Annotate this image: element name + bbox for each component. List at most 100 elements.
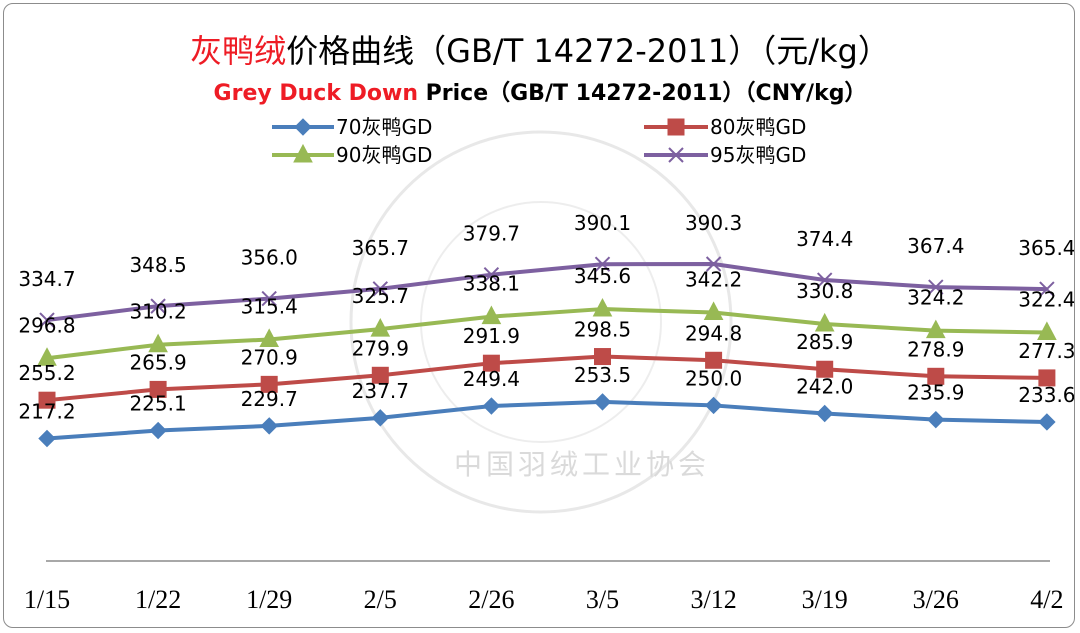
chart-title: 灰鸭绒价格曲线（GB/T 14272-2011）（元/kg） — [190, 32, 890, 70]
legend: 70灰鸭GD 80灰鸭GD 90灰鸭GD 95灰鸭GD — [272, 115, 806, 167]
legend-marker-80gd — [667, 118, 685, 136]
data-point-95gd-3 — [372, 281, 389, 297]
series-line-90gd — [46, 307, 1047, 361]
data-label-80gd-9: 277.3 — [1018, 339, 1075, 363]
series-line-80gd — [46, 354, 1047, 403]
data-label-90gd-9: 322.4 — [1018, 287, 1075, 311]
x-tick-label: 2/26 — [468, 585, 514, 614]
chart-subtitle: Grey Duck Down Price（GB/T 14272-2011）（CN… — [214, 81, 867, 106]
data-point-90gd-0 — [37, 347, 57, 366]
data-point-70gd-9 — [1038, 413, 1056, 431]
data-point-90gd-6 — [703, 301, 724, 320]
data-point-70gd-5 — [593, 393, 612, 411]
data-label-80gd-0: 255.2 — [18, 361, 75, 385]
watermark-bottom-text: 中国羽绒工业协会 — [454, 448, 710, 481]
data-point-95gd-6 — [705, 256, 722, 272]
x-tick-label: 3/26 — [913, 585, 959, 614]
x-tick-label: 3/12 — [690, 585, 736, 614]
data-label-95gd-0: 334.7 — [18, 267, 75, 291]
data-point-70gd-4 — [482, 397, 501, 415]
watermark-seal: 中国羽绒工业协会 — [349, 130, 733, 514]
data-label-90gd-3: 325.7 — [352, 284, 409, 308]
data-point-80gd-0 — [38, 391, 56, 409]
data-label-95gd-9: 365.4 — [1018, 236, 1075, 260]
x-tick-label: 1/22 — [135, 585, 181, 614]
series-line-95gd — [46, 262, 1047, 323]
data-label-90gd-6: 342.2 — [685, 267, 742, 291]
data-label-70gd-5: 253.5 — [574, 363, 631, 387]
data-point-95gd-9 — [1039, 281, 1055, 297]
data-point-95gd-1 — [150, 298, 166, 314]
data-label-90gd-4: 338.1 — [463, 272, 520, 296]
data-point-70gd-0 — [38, 429, 56, 448]
data-point-95gd-0 — [39, 312, 55, 328]
data-label-80gd-5: 298.5 — [574, 318, 631, 342]
legend-label-90gd: 90灰鸭GD — [336, 143, 432, 167]
data-label-70gd-8: 235.9 — [907, 381, 964, 405]
x-tick-label: 4/2 — [1030, 585, 1063, 614]
data-label-95gd-1: 348.5 — [129, 253, 186, 277]
data-point-90gd-5 — [592, 297, 613, 317]
legend-item-95gd: 95灰鸭GD — [644, 143, 806, 167]
data-label-90gd-7: 330.8 — [796, 279, 853, 303]
data-point-80gd-5 — [594, 348, 611, 366]
data-point-95gd-4 — [483, 266, 500, 283]
data-label-70gd-1: 225.1 — [129, 392, 186, 416]
data-point-95gd-2 — [261, 290, 277, 307]
data-point-80gd-6 — [705, 351, 723, 369]
chart-frame: 中国羽绒工业协会 灰鸭绒价格曲线（GB/T 14272-2011）（元/kg） … — [3, 3, 1075, 628]
data-label-70gd-0: 217.2 — [18, 400, 75, 424]
data-point-70gd-8 — [927, 410, 945, 429]
chart-title-rest: 价格曲线（GB/T 14272-2011）（元/kg） — [286, 32, 890, 70]
data-label-95gd-3: 365.7 — [352, 236, 409, 260]
data-label-70gd-4: 249.4 — [463, 367, 520, 391]
x-tick-label: 1/15 — [24, 585, 70, 614]
data-point-90gd-9 — [1037, 321, 1057, 340]
data-label-80gd-2: 270.9 — [241, 345, 298, 369]
x-tick-label: 3/5 — [586, 585, 619, 614]
data-label-80gd-6: 294.8 — [685, 321, 742, 345]
data-point-95gd-5 — [594, 256, 611, 272]
legend-label-80gd: 80灰鸭GD — [710, 115, 806, 139]
data-point-95gd-7 — [816, 272, 833, 288]
data-label-70gd-7: 242.0 — [796, 374, 853, 398]
data-label-90gd-5: 345.6 — [574, 264, 631, 288]
data-point-90gd-3 — [370, 318, 391, 337]
data-point-90gd-4 — [481, 305, 502, 325]
legend-item-80gd: 80灰鸭GD — [644, 115, 806, 139]
data-label-70gd-2: 229.7 — [241, 387, 298, 411]
data-label-80gd-3: 279.9 — [352, 336, 409, 360]
legend-item-70gd: 70灰鸭GD — [272, 115, 432, 139]
data-point-70gd-6 — [704, 396, 723, 415]
data-label-95gd-5: 390.1 — [574, 211, 631, 235]
data-label-95gd-7: 374.4 — [796, 227, 853, 251]
data-point-70gd-7 — [815, 404, 834, 423]
data-label-70gd-3: 237.7 — [352, 379, 409, 403]
series-layer — [37, 256, 1057, 448]
data-point-90gd-7 — [814, 312, 835, 332]
chart-subtitle-highlight: Grey Duck Down — [214, 81, 418, 106]
data-point-70gd-1 — [149, 421, 167, 440]
data-label-90gd-0: 296.8 — [18, 313, 75, 337]
x-tick-label: 2/5 — [364, 585, 397, 614]
data-point-70gd-2 — [260, 417, 278, 435]
data-label-80gd-7: 285.9 — [796, 330, 853, 354]
legend-label-95gd: 95灰鸭GD — [710, 143, 806, 167]
data-point-90gd-2 — [259, 328, 280, 348]
data-point-80gd-2 — [260, 375, 278, 393]
data-label-70gd-6: 250.0 — [685, 366, 742, 390]
data-point-80gd-4 — [482, 354, 500, 372]
legend-marker-70gd — [294, 118, 312, 136]
legend-marker-90gd — [293, 143, 313, 163]
watermark-inner-ring — [420, 201, 662, 443]
data-label-90gd-2: 315.4 — [241, 295, 298, 319]
data-label-95gd-6: 390.3 — [685, 211, 742, 235]
data-label-80gd-8: 278.9 — [907, 337, 964, 361]
chart-subtitle-rest: Price（GB/T 14272-2011）（CNY/kg） — [418, 81, 866, 106]
data-label-95gd-2: 356.0 — [241, 246, 298, 270]
data-point-95gd-8 — [928, 279, 944, 295]
data-label-90gd-8: 324.2 — [907, 286, 964, 310]
x-tick-layer: 1/15 1/22 1/29 2/5 2/26 3/5 3/12 3/19 3/26 4/2 — [24, 585, 1064, 614]
data-label-70gd-9: 233.6 — [1018, 383, 1075, 407]
chart-title-highlight: 灰鸭绒 — [190, 32, 286, 70]
